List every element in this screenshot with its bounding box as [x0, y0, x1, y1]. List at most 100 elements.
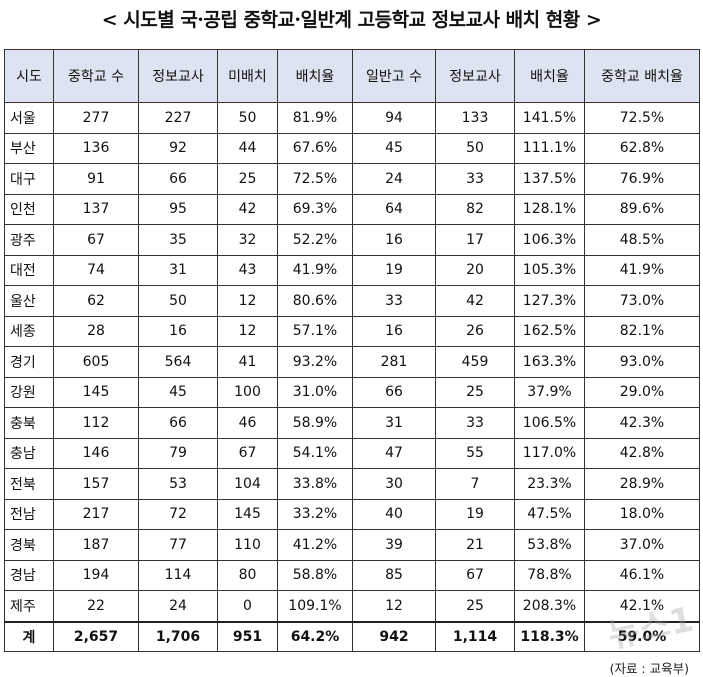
- table-cell: 48.5%: [584, 224, 700, 256]
- table-cell: 25: [435, 376, 515, 408]
- table-cell: 12: [217, 285, 278, 317]
- table-cell: 25: [217, 163, 278, 195]
- column-header: 정보교사: [138, 49, 218, 103]
- total-cell: 942: [352, 620, 436, 652]
- table-cell: 67: [217, 437, 278, 469]
- table-cell: 50: [138, 285, 218, 317]
- region-cell: 충북: [4, 407, 54, 439]
- table-cell: 89.6%: [584, 193, 700, 225]
- region-cell: 전남: [4, 498, 54, 530]
- table-cell: 28.9%: [584, 468, 700, 500]
- table-cell: 35: [138, 224, 218, 256]
- table-cell: 31: [138, 254, 218, 286]
- table-row: 서울 277 227 50 81.9% 94 133 141.5% 72.5%: [4, 102, 700, 134]
- total-cell: 1,706: [138, 620, 218, 652]
- table-cell: 28: [53, 315, 139, 347]
- region-cell: 경남: [4, 559, 54, 591]
- region-cell: 인천: [4, 193, 54, 225]
- table-cell: 24: [138, 590, 218, 622]
- table-cell: 22: [53, 590, 139, 622]
- table-body: 서울 277 227 50 81.9% 94 133 141.5% 72.5% 부산 136 92 44…: [4, 102, 700, 622]
- column-header: 정보교사: [435, 49, 515, 103]
- table-cell: 42.1%: [584, 590, 700, 622]
- table-title: < 시도별 국·공립 중학교·일반계 고등학교 정보교사 배치 현황 >: [101, 9, 602, 31]
- table-cell: 16: [352, 224, 436, 256]
- table-cell: 105.3%: [514, 254, 585, 286]
- table-cell: 12: [217, 315, 278, 347]
- table-cell: 41.9%: [584, 254, 700, 286]
- table-cell: 29.0%: [584, 376, 700, 408]
- table-cell: 12: [352, 590, 436, 622]
- table-row: 대전 74 31 43 41.9% 19 20 105.3% 41.9%: [4, 254, 700, 286]
- table-cell: 137.5%: [514, 163, 585, 195]
- table-cell: 208.3%: [514, 590, 585, 622]
- total-label-cell: 계: [4, 620, 54, 652]
- table-cell: 31: [352, 407, 436, 439]
- column-header: 중학교 배치율: [584, 49, 700, 103]
- table-row: 제주 22 24 0 109.1% 12 25 208.3% 42.1%: [4, 590, 700, 622]
- table-cell: 459: [435, 346, 515, 378]
- teacher-placement-table: 시도 중학교 수 정보교사 미배치 배치율 일반고 수 정보교사 배치율 중학교 배치율 서울 2…: [4, 49, 700, 652]
- table-cell: 66: [352, 376, 436, 408]
- table-cell: 37.0%: [584, 529, 700, 561]
- table-cell: 33: [435, 163, 515, 195]
- table-cell: 133: [435, 102, 515, 134]
- table-row: 전북 157 53 104 33.8% 30 7 23.3% 28.9%: [4, 468, 700, 500]
- table-cell: 18.0%: [584, 498, 700, 530]
- table-cell: 67: [53, 224, 139, 256]
- region-cell: 대구: [4, 163, 54, 195]
- table-cell: 53: [138, 468, 218, 500]
- region-cell: 강원: [4, 376, 54, 408]
- table-cell: 33: [435, 407, 515, 439]
- table-cell: 104: [217, 468, 278, 500]
- table-row: 부산 136 92 44 67.6% 45 50 111.1% 62.8%: [4, 132, 700, 164]
- total-row: 계 2,657 1,706 951 64.2% 942 1,114 118.3% 59.0%: [4, 620, 700, 652]
- table-cell: 93.0%: [584, 346, 700, 378]
- table-cell: 43: [217, 254, 278, 286]
- table-cell: 32: [217, 224, 278, 256]
- table-cell: 19: [352, 254, 436, 286]
- table-cell: 67: [435, 559, 515, 591]
- column-header: 시도: [4, 49, 54, 103]
- table-row: 인천 137 95 42 69.3% 64 82 128.1% 89.6%: [4, 193, 700, 225]
- table-cell: 20: [435, 254, 515, 286]
- table-cell: 127.3%: [514, 285, 585, 317]
- total-cell: 1,114: [435, 620, 515, 652]
- table-cell: 33: [352, 285, 436, 317]
- table-cell: 217: [53, 498, 139, 530]
- table-cell: 0: [217, 590, 278, 622]
- table-cell: 42.8%: [584, 437, 700, 469]
- table-row: 충북 112 66 46 58.9% 31 33 106.5% 42.3%: [4, 407, 700, 439]
- table-cell: 157: [53, 468, 139, 500]
- total-cell: 59.0%: [584, 620, 700, 652]
- table-cell: 37.9%: [514, 376, 585, 408]
- table-cell: 111.1%: [514, 132, 585, 164]
- table-row: 울산 62 50 12 80.6% 33 42 127.3% 73.0%: [4, 285, 700, 317]
- table-cell: 93.2%: [277, 346, 353, 378]
- table-cell: 77: [138, 529, 218, 561]
- table-cell: 30: [352, 468, 436, 500]
- table-cell: 55: [435, 437, 515, 469]
- table-cell: 92: [138, 132, 218, 164]
- table-cell: 21: [435, 529, 515, 561]
- table-cell: 66: [138, 163, 218, 195]
- table-cell: 112: [53, 407, 139, 439]
- table-cell: 24: [352, 163, 436, 195]
- table-row: 경남 194 114 80 58.8% 85 67 78.8% 46.1%: [4, 559, 700, 591]
- table-cell: 42: [217, 193, 278, 225]
- table-cell: 41.9%: [277, 254, 353, 286]
- header-row: 시도 중학교 수 정보교사 미배치 배치율 일반고 수 정보교사 배치율 중학교 배치율: [4, 49, 700, 103]
- table-cell: 128.1%: [514, 193, 585, 225]
- table-cell: 26: [435, 315, 515, 347]
- region-cell: 경기: [4, 346, 54, 378]
- table-cell: 50: [435, 132, 515, 164]
- table-cell: 44: [217, 132, 278, 164]
- table-cell: 80: [217, 559, 278, 591]
- table-cell: 46: [217, 407, 278, 439]
- table-cell: 145: [53, 376, 139, 408]
- table-row: 충남 146 79 67 54.1% 47 55 117.0% 42.8%: [4, 437, 700, 469]
- table-cell: 47: [352, 437, 436, 469]
- table-cell: 162.5%: [514, 315, 585, 347]
- region-cell: 경북: [4, 529, 54, 561]
- table-cell: 42.3%: [584, 407, 700, 439]
